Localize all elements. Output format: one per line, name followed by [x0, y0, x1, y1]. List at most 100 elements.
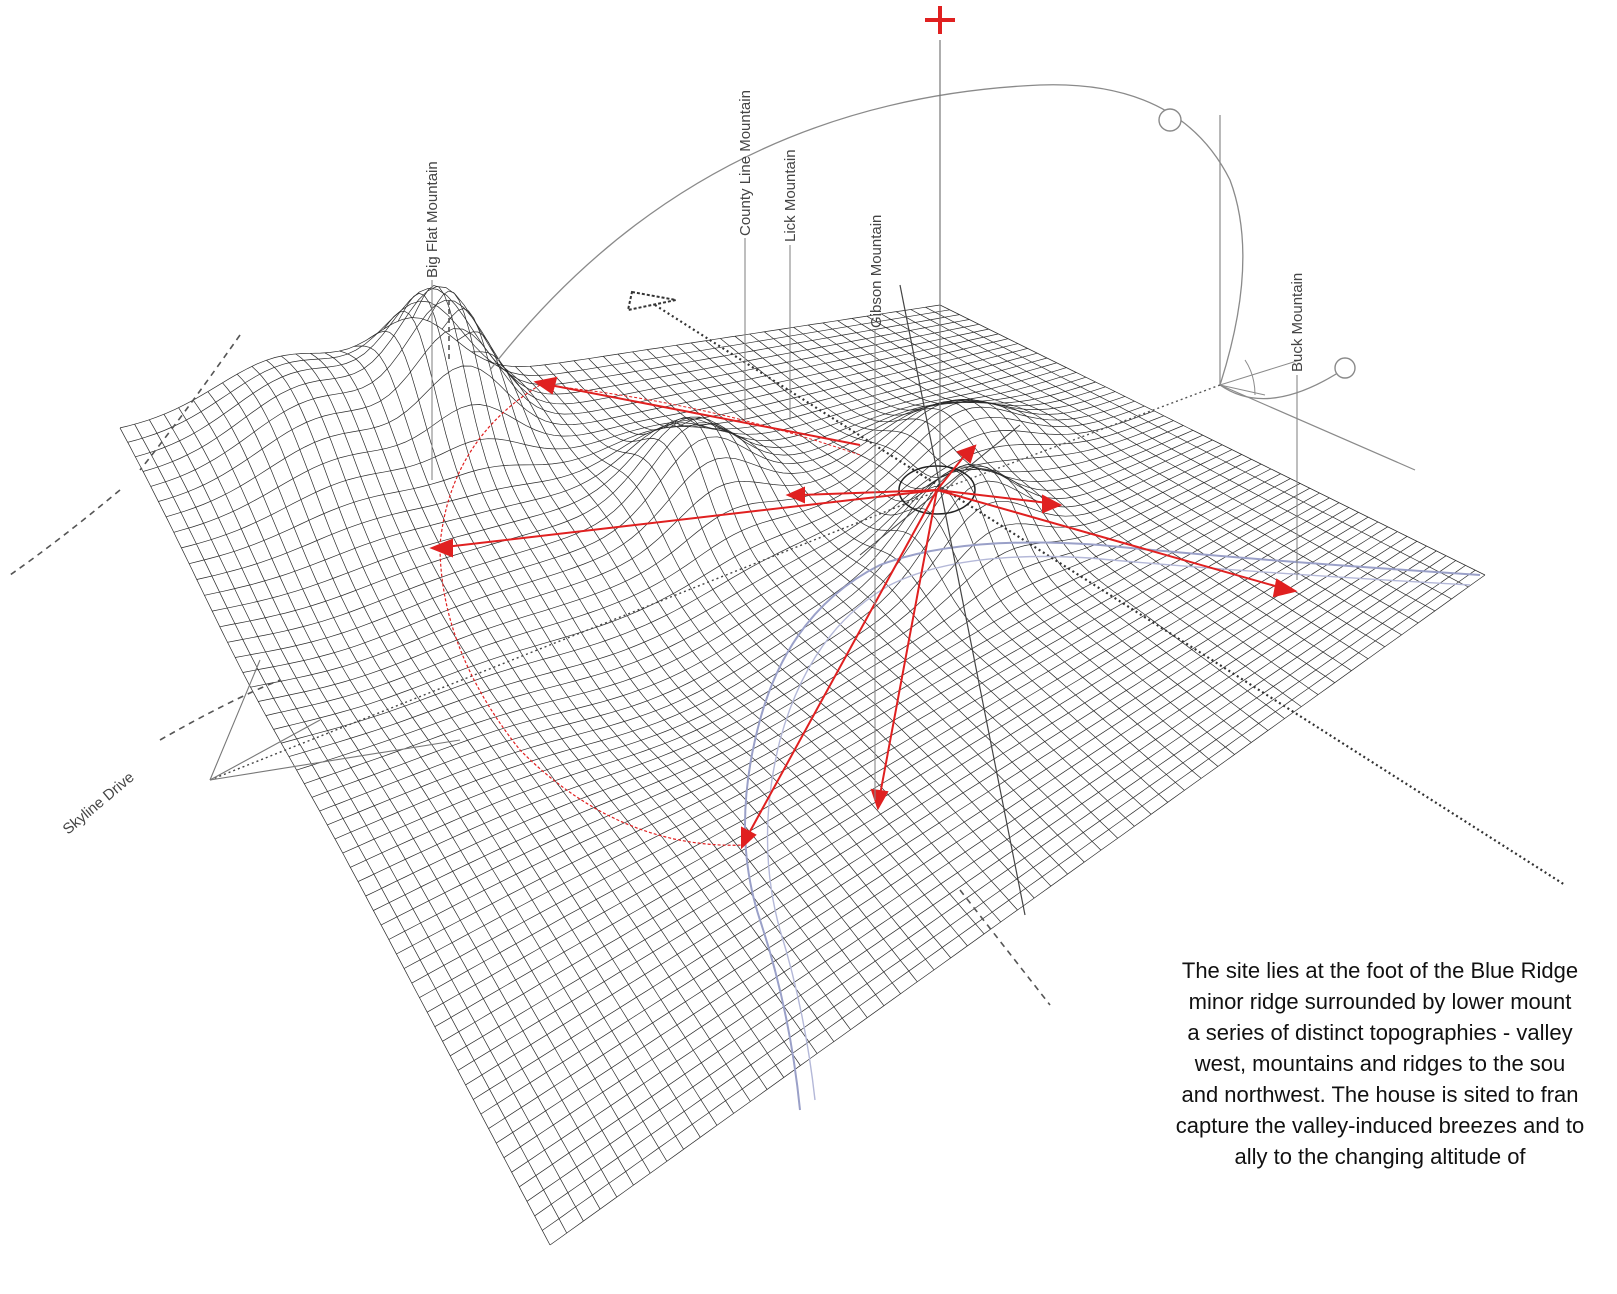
mesh-line-v — [166, 333, 999, 518]
view-arrow-southeast — [936, 489, 1283, 589]
mesh-line-u — [734, 336, 1252, 743]
site-description-caption: The site lies at the foot of the Blue Ri… — [1100, 955, 1617, 1172]
mesh-line-v — [350, 449, 1233, 868]
mesh-line-v — [473, 526, 1388, 1100]
mesh-line-u — [822, 322, 1352, 671]
site-location-marker — [898, 465, 976, 515]
mesh-line-u — [925, 306, 1469, 588]
valley-stream — [744, 541, 1481, 1111]
mesh-line-u — [764, 331, 1285, 719]
mesh-line-u — [559, 362, 1052, 887]
mesh-line-u — [324, 352, 785, 1078]
mesh-line-v — [534, 565, 1466, 1217]
mesh-line-u — [646, 349, 1152, 815]
mesh-line-u — [793, 327, 1319, 695]
mesh-line-v — [434, 502, 1340, 1028]
view-arrows — [429, 376, 1298, 850]
mesh-line-u — [266, 359, 718, 1126]
sun-position-low — [1334, 357, 1356, 379]
mesh-line-u — [837, 320, 1369, 660]
mesh-line-v — [388, 473, 1281, 940]
mesh-line-u — [808, 324, 1335, 683]
mesh-line-u — [222, 382, 668, 1162]
caption-line: and northwest. The house is sited to fra… — [1181, 1082, 1579, 1107]
mesh-line-u — [588, 358, 1085, 863]
mesh-line-v — [288, 410, 1155, 757]
view-arrow-south — [879, 489, 938, 796]
mesh-line-v — [542, 569, 1476, 1231]
caption-line: a series of distinct topographies - vall… — [1187, 1020, 1573, 1045]
solar-angle-arc — [1244, 359, 1256, 396]
mesh-line-v — [135, 287, 960, 458]
mesh-line-v — [503, 545, 1427, 1158]
arrowhead-south — [870, 788, 889, 811]
mesh-line-u — [866, 315, 1402, 636]
arrowhead-west — [429, 538, 453, 558]
north-axis-line — [654, 304, 1566, 886]
mesh-line-u — [295, 353, 751, 1102]
view-arrow-northwest — [549, 384, 861, 446]
view-radius-circle-top — [539, 384, 861, 456]
skyline-drive-pointer-a — [209, 719, 321, 781]
mesh-line-u — [544, 364, 1035, 899]
mesh-line-v — [549, 574, 1486, 1246]
mesh-line-v — [488, 536, 1408, 1129]
mesh-line-v — [380, 468, 1272, 926]
mesh-line-v — [373, 463, 1262, 911]
dotted-line-skyline — [209, 489, 941, 781]
mesh-line-v — [411, 487, 1310, 984]
mesh-line-u — [632, 351, 1135, 827]
mesh-line-u — [471, 351, 951, 959]
label-lick-mountain: Lick Mountain — [782, 149, 799, 242]
solar-baseline — [1219, 384, 1416, 471]
mesh-line-v — [204, 357, 1048, 596]
mesh-line-v — [281, 405, 1145, 744]
view-arrow-southwest — [747, 489, 938, 836]
sun-path-arc — [489, 84, 1244, 386]
mesh-line-v — [250, 386, 1106, 688]
sun-path-low-arc — [1219, 364, 1351, 400]
mesh-line-v — [296, 415, 1164, 771]
mesh-line-v — [496, 541, 1418, 1144]
mesh-line-u — [778, 329, 1302, 707]
mesh-line-u — [280, 355, 734, 1114]
mesh-line-u — [661, 347, 1169, 803]
mesh-line-v — [519, 555, 1447, 1188]
mesh-line-v — [442, 507, 1349, 1042]
mesh-line-v — [450, 512, 1359, 1057]
mesh-line-u — [207, 391, 651, 1174]
dashed-guide-south — [959, 889, 1051, 1006]
solar-altitude-line-2 — [1219, 384, 1266, 396]
mesh-line-v — [465, 521, 1379, 1086]
mesh-line-u — [749, 333, 1269, 731]
view-radius-circle — [439, 384, 746, 846]
mesh-line-u — [895, 311, 1436, 612]
mesh-line-v — [419, 492, 1320, 998]
site-axis-line-a — [899, 284, 1026, 916]
skyline-drive-route-2 — [9, 489, 121, 576]
label-county-line-mountain: County Line Mountain — [737, 90, 754, 236]
sun-position-high — [1158, 108, 1182, 132]
mesh-line-u — [148, 419, 584, 1222]
mesh-line-v — [365, 458, 1252, 897]
mesh-line-u — [573, 360, 1068, 875]
caption-line: ally to the changing altitude of — [1234, 1144, 1526, 1169]
skyline-drive-route — [139, 334, 241, 471]
skyline-drive-pointer-c — [209, 659, 261, 781]
label-skyline-drive: Skyline Drive — [60, 769, 138, 838]
view-arrow-east — [936, 489, 1049, 504]
caption-line: capture the valley-induced breezes and t… — [1175, 1113, 1585, 1138]
view-arrow-north — [936, 454, 966, 491]
mesh-line-v — [396, 478, 1291, 955]
mesh-line-v — [457, 516, 1369, 1071]
north-arrow-icon — [626, 290, 677, 312]
valley-stream-2 — [766, 555, 1471, 1101]
arrowhead-southwest — [741, 826, 757, 850]
label-big-flat-mountain: Big Flat Mountain — [424, 161, 441, 278]
mesh-line-u — [881, 313, 1419, 624]
mesh-line-v — [526, 560, 1457, 1202]
caption-line: west, mountains and ridges to the sou — [1194, 1051, 1566, 1076]
mesh-line-u — [236, 373, 684, 1150]
